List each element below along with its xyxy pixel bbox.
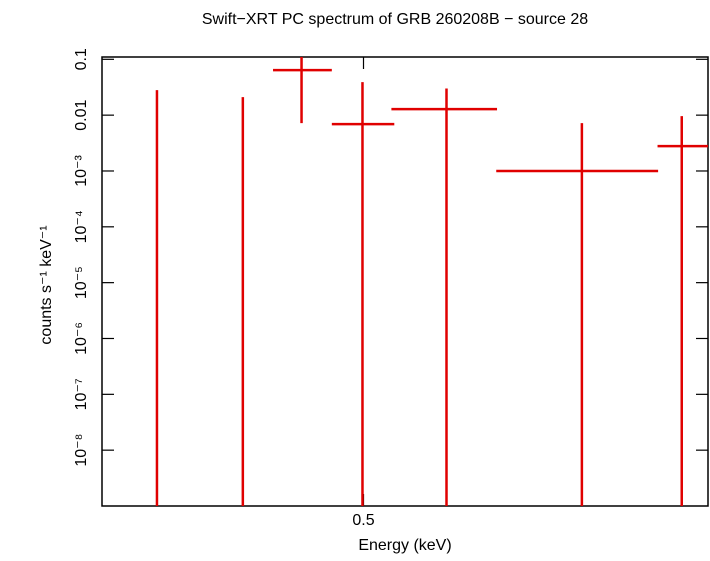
x-tick-label: 0.5 (352, 512, 374, 529)
y-tick-label: 0.1 (73, 48, 90, 70)
y-tick-label: 10⁻³ (73, 155, 90, 187)
plot-frame (101, 56, 709, 507)
x-axis-label: Energy (keV) (358, 537, 451, 554)
y-tick-label: 10⁻⁶ (73, 322, 90, 355)
y-tick-label: 10⁻⁴ (73, 210, 90, 243)
y-tick-label: 10⁻⁵ (73, 266, 90, 299)
chart-title: Swift−XRT PC spectrum of GRB 260208B − s… (202, 11, 588, 28)
y-tick-label: 10⁻⁸ (73, 434, 90, 467)
y-tick-label: 0.01 (73, 99, 90, 130)
y-axis-label: counts s⁻¹ keV⁻¹ (38, 225, 55, 344)
y-tick-label: 10⁻⁷ (73, 378, 90, 410)
